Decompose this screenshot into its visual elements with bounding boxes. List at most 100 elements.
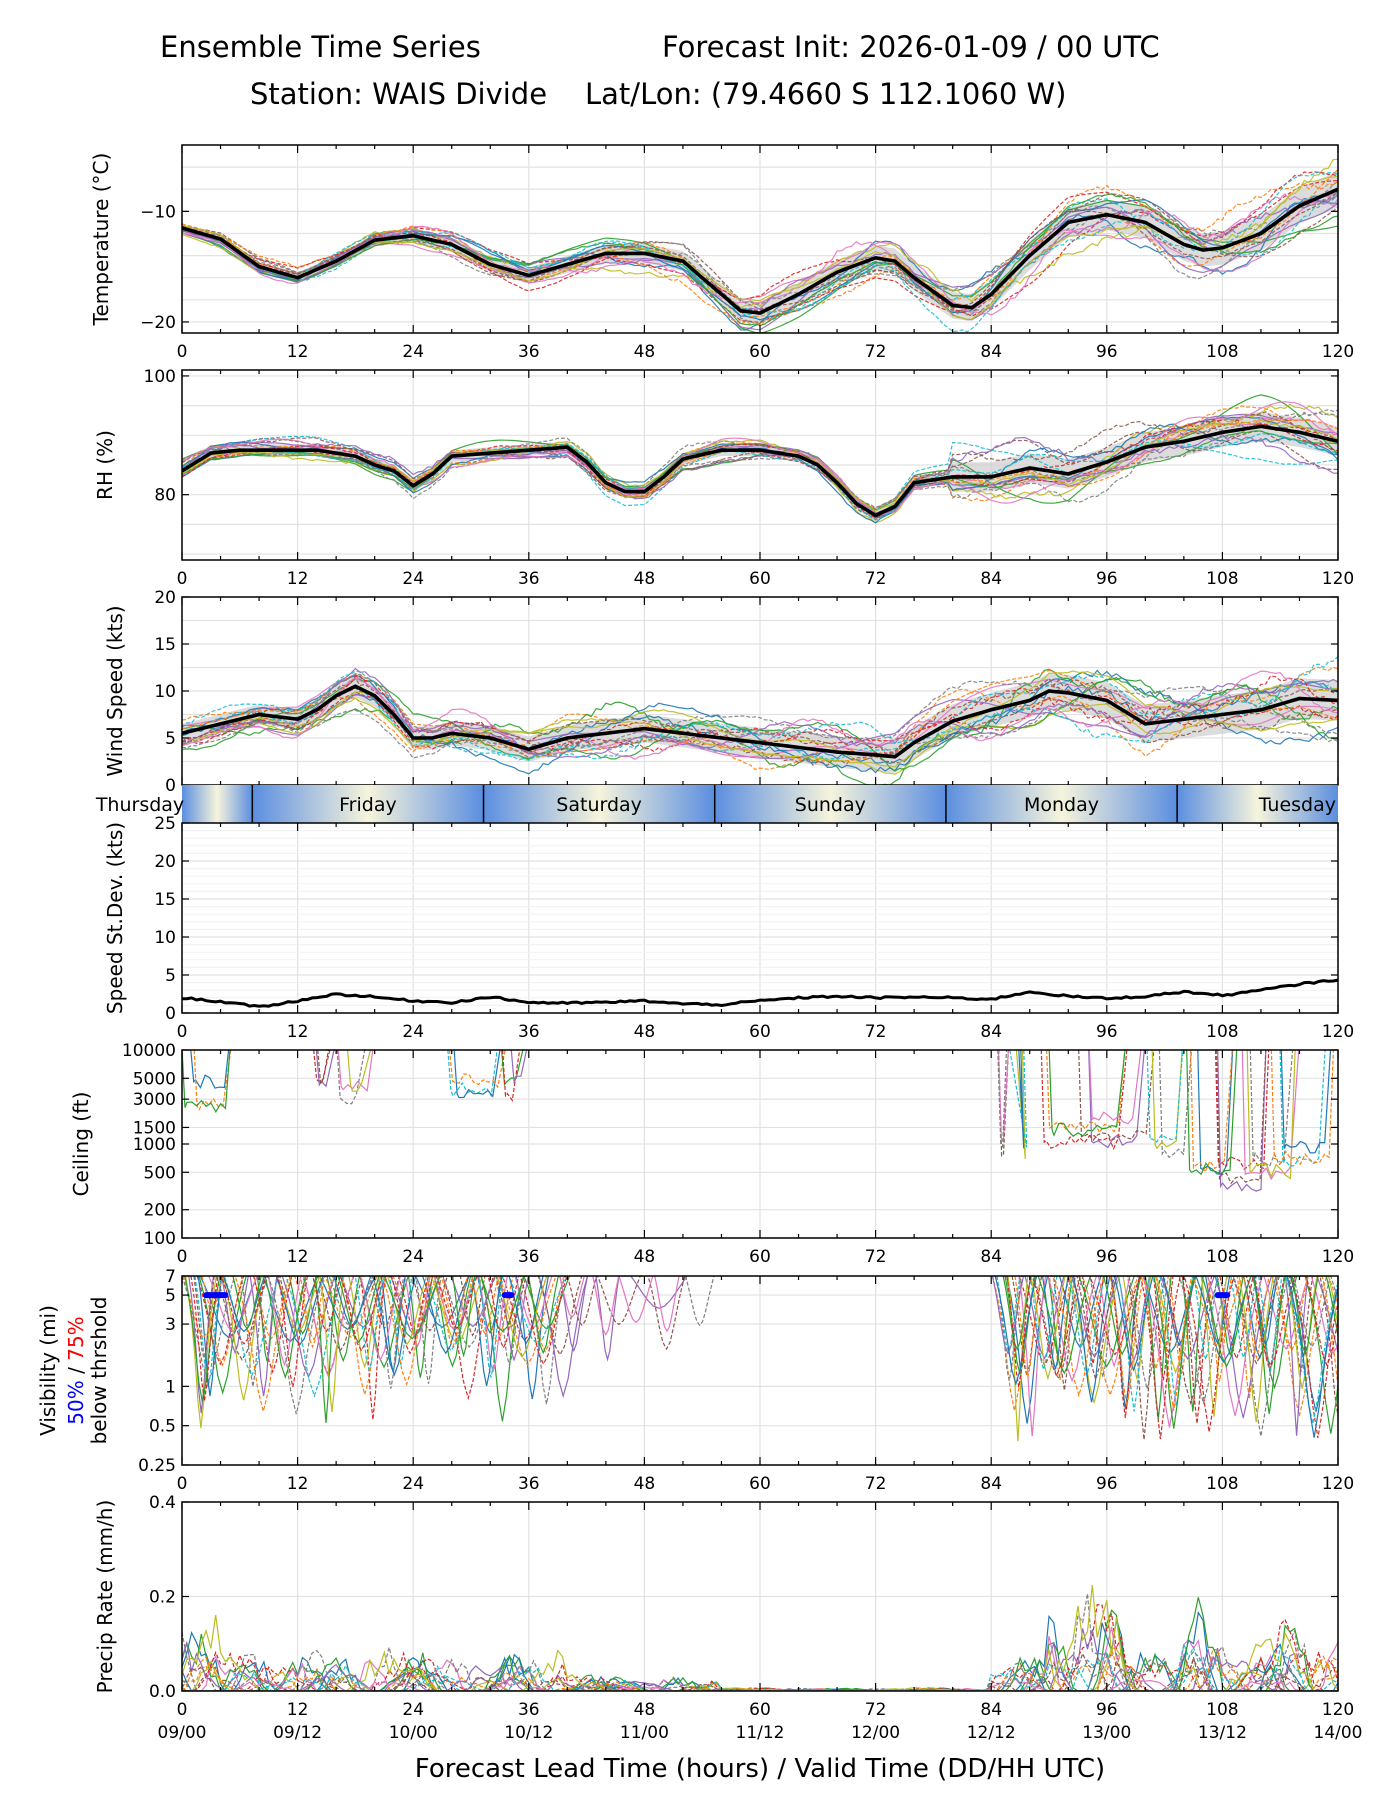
- wspd-member-line: [182, 668, 1338, 785]
- vis-xticklabel: 48: [634, 1474, 656, 1494]
- vis-member-line: [1018, 1276, 1338, 1437]
- ceil-xticklabel: 36: [518, 1247, 540, 1267]
- vis-yticklabel: 3: [165, 1315, 176, 1335]
- ceil-member-line: [1151, 1050, 1183, 1150]
- ceil-xticklabel: 108: [1206, 1247, 1238, 1267]
- precip-xticks: [181, 1502, 1339, 1691]
- temp-member-line: [182, 190, 1338, 316]
- temp-yticklabel: −20: [140, 313, 176, 333]
- vis-member-line: [1018, 1276, 1338, 1439]
- ceil-yticklabel: 200: [144, 1201, 176, 1221]
- precip-xticklabel: 60: [749, 1700, 771, 1720]
- temp-xticklabel: 60: [749, 342, 771, 362]
- vis-member-line: [558, 1276, 680, 1336]
- vis-yticklabel: 0.5: [149, 1417, 176, 1437]
- vis-xticklabel: 24: [402, 1474, 424, 1494]
- sdev-yticklabel: 20: [154, 852, 176, 872]
- temp-member-line: [182, 180, 1338, 326]
- rh-members: [182, 394, 1338, 524]
- day-label-sunday: Sunday: [795, 794, 866, 816]
- rh-spread-band: [182, 411, 1338, 522]
- rh-yticklabel: 100: [144, 367, 176, 387]
- day-band: [182, 785, 253, 823]
- precip-xticklabel: 84: [980, 1700, 1002, 1720]
- temp-xticklabel: 72: [865, 342, 887, 362]
- ceil-member-line: [315, 1050, 335, 1088]
- vis-member-line: [992, 1276, 1338, 1417]
- ceil-member-line: [501, 1050, 524, 1087]
- wspd-member-line: [182, 656, 1338, 761]
- ceil-member-line: [193, 1050, 232, 1111]
- ceil-member-line: [510, 1050, 528, 1084]
- ceil-member-line: [997, 1050, 1008, 1149]
- wspd-yticklabel: 0: [165, 776, 176, 796]
- wspd-ylabel: Wind Speed (kts): [103, 605, 127, 776]
- vis-xticks: [181, 1276, 1339, 1465]
- sdev-yticklabel: 5: [165, 966, 176, 986]
- temp-member-line: [182, 171, 1338, 333]
- rh-ylabel: RH (%): [93, 430, 117, 500]
- sdev-xticklabel: 96: [1096, 1022, 1118, 1042]
- ceil-xticklabel: 60: [749, 1247, 771, 1267]
- vis-member-line: [559, 1276, 688, 1362]
- rh-member-line: [182, 433, 1338, 515]
- ceil-xticklabel: 24: [402, 1247, 424, 1267]
- precip-validtime-label: 12/12: [967, 1723, 1016, 1743]
- vis-member-line: [566, 1276, 686, 1351]
- rh-member-line: [182, 419, 1338, 520]
- ceil-member-line: [1146, 1050, 1184, 1143]
- temp-xticklabel: 24: [402, 342, 424, 362]
- temp-member-line: [182, 175, 1338, 321]
- rh-xticklabel: 12: [287, 569, 309, 589]
- sdev-xticklabel: 84: [980, 1022, 1002, 1042]
- rh-member-line: [182, 412, 1338, 509]
- precip-validtime-label: 11/00: [620, 1723, 669, 1743]
- vis-member-line: [994, 1276, 1338, 1438]
- rh-yticklabel: 80: [154, 486, 176, 506]
- ceil-member-line: [1190, 1050, 1233, 1174]
- temp-xticklabel: 108: [1206, 342, 1238, 362]
- temp-xticks: [181, 145, 1339, 333]
- precip-validtime-label: 10/00: [389, 1723, 438, 1743]
- precip-xticklabel: 96: [1096, 1700, 1118, 1720]
- wspd-yticklabel: 5: [165, 729, 176, 749]
- ceil-member-line: [1048, 1050, 1126, 1137]
- wspd-member-line: [182, 670, 1338, 768]
- ceil-yticklabel: 5000: [133, 1069, 176, 1089]
- day-label-saturday: Saturday: [556, 794, 642, 816]
- ceil-member-line: [1279, 1050, 1326, 1167]
- vis-member-line: [1002, 1276, 1338, 1429]
- sdev-xticks: [181, 823, 1339, 1013]
- rh-xticklabel: 120: [1322, 569, 1354, 589]
- title-right: Forecast Init: 2026-01-09 / 00 UTC: [662, 30, 1160, 64]
- vis-member-line: [182, 1276, 557, 1412]
- temp-member-line: [182, 158, 1338, 309]
- precip-xticklabel: 48: [634, 1700, 656, 1720]
- vis-xticklabel: 84: [980, 1474, 1002, 1494]
- sdev-xticklabel: 72: [865, 1022, 887, 1042]
- vis-member-line: [190, 1276, 568, 1401]
- ceil-member-line: [1270, 1050, 1334, 1166]
- precip-validtime-label: 14/00: [1314, 1723, 1363, 1743]
- ceil-member-line: [449, 1050, 506, 1089]
- station-label: Station: WAIS Divide: [250, 77, 548, 111]
- vis-threshold-sep: /: [64, 1361, 88, 1380]
- vis-members: [182, 1276, 1338, 1442]
- precip-xticklabel: 120: [1322, 1700, 1354, 1720]
- ceil-member-line: [347, 1050, 372, 1092]
- temp-ylabel: Temperature (°C): [89, 153, 113, 327]
- sdev-ylabel: Speed St.Dev. (kts): [103, 822, 127, 1014]
- vis-yticklabel: 7: [165, 1267, 176, 1287]
- ceil-member-line: [1197, 1050, 1234, 1175]
- day-label-friday: Friday: [339, 794, 397, 816]
- vis-threshold-75-label: 75%: [64, 1316, 88, 1360]
- temp-xticklabel: 84: [980, 342, 1002, 362]
- temp-xticklabel: 48: [634, 342, 656, 362]
- ceil-members: [182, 1050, 1334, 1192]
- ceil-xticklabel: 72: [865, 1247, 887, 1267]
- vis-threshold-label: 50% / 75%: [64, 1316, 88, 1424]
- precip-validtime-label: 09/00: [158, 1723, 207, 1743]
- wspd-member-line: [182, 670, 1338, 760]
- precip-yticklabel: 0.0: [149, 1682, 176, 1702]
- ceil-yticklabel: 10000: [122, 1041, 176, 1061]
